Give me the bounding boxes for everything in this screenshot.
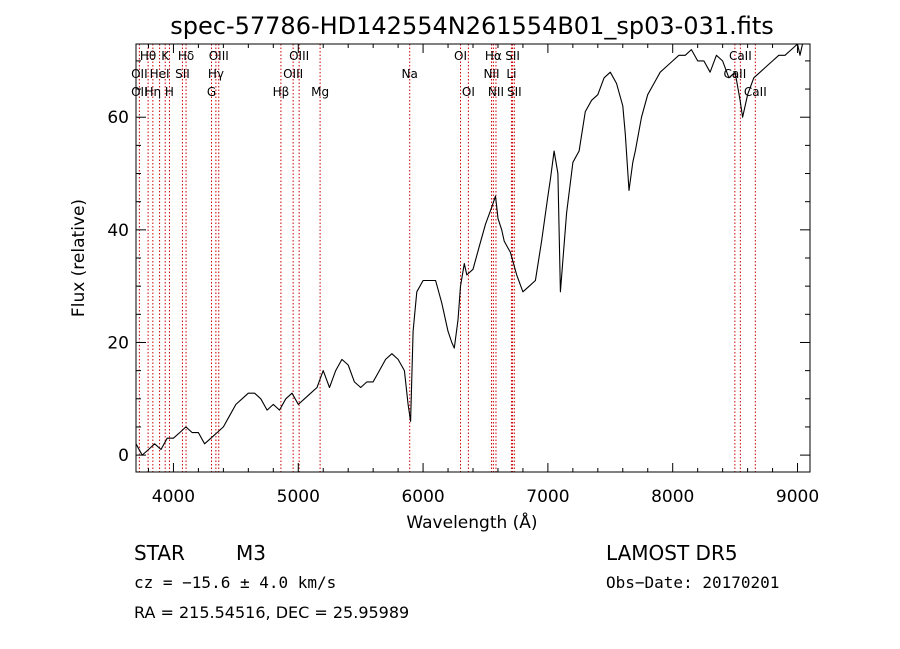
line-label: OII	[131, 85, 148, 99]
line-label: Na	[402, 67, 418, 81]
line-label: OI	[454, 49, 467, 63]
x-tick-label: 5000	[277, 487, 320, 507]
line-label: H	[165, 85, 174, 99]
line-label: OII	[131, 67, 148, 81]
line-label: Hη	[145, 85, 162, 99]
line-label: NII	[488, 85, 504, 99]
x-tick-label: 8000	[651, 487, 694, 507]
observation-date: Obs−Date: 20170201	[606, 573, 779, 592]
y-axis-ticks: 0 20 40 60	[107, 60, 810, 466]
line-label: Li	[506, 67, 516, 81]
line-label: NII	[483, 67, 499, 81]
line-label: K	[161, 49, 170, 63]
y-tick-label: 20	[107, 333, 129, 353]
line-label: Hγ	[208, 67, 224, 81]
y-tick-label: 40	[107, 221, 129, 241]
line-label: Hθ	[140, 49, 156, 63]
spectral-line-labels: Hθ OII OII K HeI Hη H Hδ SII OIII Hγ G OIII OIII Hβ Mg N…	[131, 49, 767, 99]
line-label: SII	[175, 67, 190, 81]
coordinates: RA = 215.54516, DEC = 25.95989	[134, 603, 409, 622]
x-tick-label: 6000	[401, 487, 444, 507]
x-axis-label: Wavelength (Å)	[406, 511, 537, 533]
object-class: STAR	[134, 541, 185, 565]
line-label: Hβ	[273, 85, 290, 99]
y-tick-label: 0	[118, 446, 129, 466]
line-label: OIII	[289, 49, 309, 63]
line-label: SII	[507, 85, 522, 99]
y-axis-label: Flux (relative)	[69, 199, 89, 317]
line-label: OIII	[283, 67, 303, 81]
line-label: Hα	[485, 49, 502, 63]
plot-frame	[135, 43, 811, 473]
line-label: Hδ	[178, 49, 194, 63]
chart-title: spec-57786-HD142554N261554B01_sp03-031.f…	[170, 12, 774, 40]
object-subclass: M3	[236, 541, 266, 565]
line-label: HeI	[150, 67, 170, 81]
y-tick-label: 60	[107, 108, 129, 128]
line-label: OIII	[209, 49, 229, 63]
spectrum-series-line	[135, 43, 804, 456]
spectral-line-markers	[138, 44, 756, 472]
redshift-cz: cz = −15.6 ± 4.0 km/s	[134, 573, 336, 592]
line-label: Mg	[311, 85, 329, 99]
line-label: CaII	[729, 49, 752, 63]
x-tick-label: 9000	[776, 487, 819, 507]
line-label: SII	[505, 49, 520, 63]
x-axis-ticks: 4000 5000 6000 7000 8000 9000	[147, 44, 819, 507]
line-label: G	[207, 85, 216, 99]
line-label: OI	[462, 85, 475, 99]
survey-name: LAMOST DR5	[606, 541, 738, 565]
x-tick-label: 4000	[152, 487, 195, 507]
line-label: CaII	[723, 67, 746, 81]
x-tick-label: 7000	[526, 487, 569, 507]
